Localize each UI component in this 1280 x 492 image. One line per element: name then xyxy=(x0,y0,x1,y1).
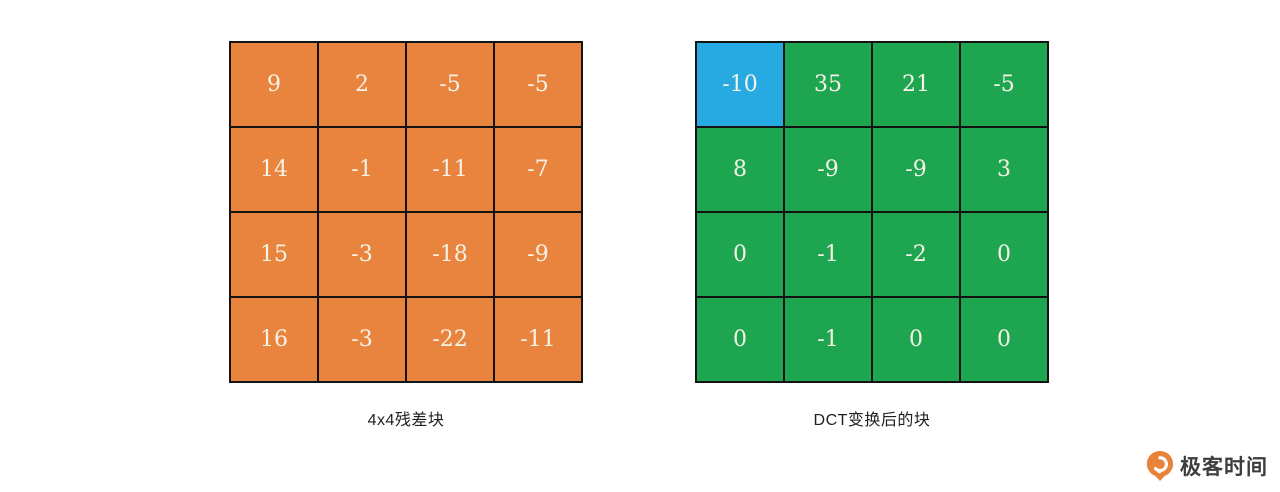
geektime-logo-icon xyxy=(1146,451,1174,481)
grid-cell: -9 xyxy=(873,128,959,211)
grid-cell: 0 xyxy=(697,213,783,296)
geektime-logo: 极客时间 xyxy=(1145,450,1268,482)
grid-cell: -1 xyxy=(319,128,405,211)
geektime-logo-text: 极客时间 xyxy=(1180,456,1268,479)
grid-cell: -3 xyxy=(319,298,405,381)
residual-block-grid: 9 2 -5 -5 14 -1 -11 -7 15 -3 -18 -9 16 -3 -22 -11 xyxy=(229,41,583,383)
grid-cell: -5 xyxy=(495,43,581,126)
grid-cell: 35 xyxy=(785,43,871,126)
grid-cell: -9 xyxy=(495,213,581,296)
grid-cell: 2 xyxy=(319,43,405,126)
grid-cell: 16 xyxy=(231,298,317,381)
residual-block: 9 2 -5 -5 14 -1 -11 -7 15 -3 -18 -9 16 -3 -22 -11 4x4残差… xyxy=(229,41,583,430)
grid-cell: 9 xyxy=(231,43,317,126)
grid-cell: -1 xyxy=(785,213,871,296)
grid-cell: -9 xyxy=(785,128,871,211)
grid-cell: 0 xyxy=(873,298,959,381)
residual-block-caption: 4x4残差块 xyxy=(367,412,445,429)
grid-cell: -5 xyxy=(961,43,1047,126)
grid-cell: -3 xyxy=(319,213,405,296)
grid-cell: -11 xyxy=(407,128,493,211)
grid-cell: -11 xyxy=(495,298,581,381)
grid-cell: -5 xyxy=(407,43,493,126)
grid-cell: 3 xyxy=(961,128,1047,211)
dct-block: -10 35 21 -5 8 -9 -9 3 0 -1 -2 0 0 -1 0 0 DCT变换后的块 xyxy=(695,41,1049,430)
grid-cell: -10 xyxy=(697,43,783,126)
grid-cell: -7 xyxy=(495,128,581,211)
grid-cell: 0 xyxy=(961,213,1047,296)
grid-cell: 0 xyxy=(697,298,783,381)
grid-cell: -1 xyxy=(785,298,871,381)
dct-block-grid: -10 35 21 -5 8 -9 -9 3 0 -1 -2 0 0 -1 0 0 xyxy=(695,41,1049,383)
grid-cell: -18 xyxy=(407,213,493,296)
grid-cell: 0 xyxy=(961,298,1047,381)
grid-cell: 21 xyxy=(873,43,959,126)
grid-cell: 15 xyxy=(231,213,317,296)
grid-cell: -22 xyxy=(407,298,493,381)
dct-block-caption: DCT变换后的块 xyxy=(813,412,931,429)
grid-cell: -2 xyxy=(873,213,959,296)
grid-cell: 8 xyxy=(697,128,783,211)
grid-cell: 14 xyxy=(231,128,317,211)
